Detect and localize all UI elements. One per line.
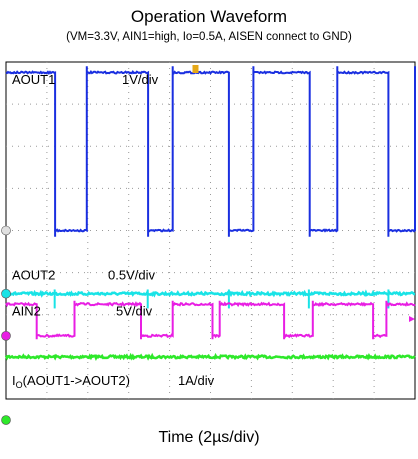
io-label-main: I [12,373,16,388]
ch3-ground-marker [1,331,11,341]
trigger-level-marker [409,315,415,322]
ch2-ground-marker [1,288,11,299]
aout1-trace [5,66,416,237]
ch1-ground-marker [1,225,11,236]
io-label: IO(AOUT1->AOUT2) [12,373,130,390]
chart-subtitle: (VM=3.3V, AIN1=high, Io=0.5A, AISEN conn… [66,31,352,43]
trigger-position-marker [192,65,199,73]
trace-labels: AOUT1 1V/div AOUT2 0.5V/div AIN2 5V/div … [12,72,215,390]
ch4-ground-marker [1,415,11,425]
aout2-label: AOUT2 [12,268,55,283]
ain2-scale: 5V/div [116,304,153,319]
ain2-label: AIN2 [12,304,41,319]
io-scale: 1A/div [178,373,215,388]
chart-title: Operation Waveform [130,7,288,26]
ain2-trace [5,300,416,340]
aout1-scale: 1V/div [122,72,159,87]
aout2-trace [5,289,416,298]
io-trace [4,352,416,361]
channel-markers [1,65,415,425]
io-label-sub: O [16,380,23,390]
aout1-label: AOUT1 [12,72,55,87]
traces [4,66,416,361]
aout2-scale: 0.5V/div [108,268,155,283]
x-axis-label: Time (2µs/div) [158,429,260,446]
io-label-rest: (AOUT1->AOUT2) [23,373,130,388]
